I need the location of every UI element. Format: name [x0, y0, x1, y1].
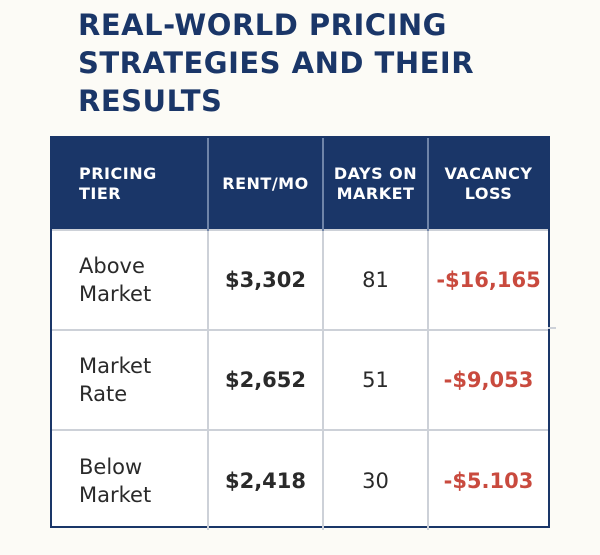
vacancy-loss-cell: -$5.103 — [427, 429, 548, 530]
header-rent-per-month: RENT/MO — [207, 138, 323, 230]
vacancy-loss-cell: -$16,165 — [427, 229, 548, 330]
table-row: Above Market $3,302 81 -$16,165 — [52, 229, 548, 330]
vacancy-loss-cell: -$9,053 — [427, 329, 548, 430]
table-row: Market Rate $2,652 51 -$9,053 — [52, 329, 548, 430]
rent-cell: $2,652 — [207, 329, 323, 430]
header-days-on-market: DAYS ON MARKET — [322, 138, 428, 230]
tier-cell: Market Rate — [52, 329, 208, 430]
days-cell: 51 — [322, 329, 428, 430]
days-cell: 30 — [322, 429, 428, 530]
days-cell: 81 — [322, 229, 428, 330]
header-pricing-tier: PRICING TIER — [52, 138, 208, 230]
tier-cell: Below Market — [52, 429, 208, 530]
row-divider — [548, 327, 556, 329]
rent-cell: $3,302 — [207, 229, 323, 330]
pricing-results-table: PRICING TIER RENT/MO DAYS ON MARKET VACA… — [50, 136, 550, 530]
header-vacancy-loss: VACANCY LOSS — [427, 138, 548, 230]
rent-cell: $2,418 — [207, 429, 323, 530]
page-title: REAL-WORLD PRICING STRATEGIES AND THEIR … — [78, 8, 475, 118]
table-row: Below Market $2,418 30 -$5.103 — [52, 429, 548, 530]
table-header-row: PRICING TIER RENT/MO DAYS ON MARKET VACA… — [52, 138, 548, 230]
tier-cell: Above Market — [52, 229, 208, 330]
